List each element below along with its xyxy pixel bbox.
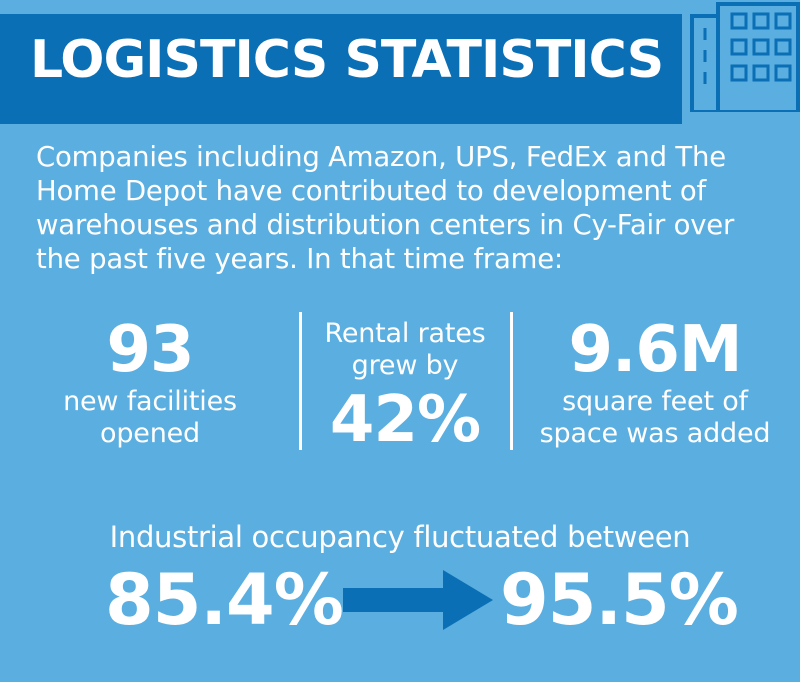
rental-value: 42% [329, 383, 481, 457]
facilities-value: 93 [106, 313, 194, 387]
stat-facilities: 93 new facilities opened [40, 318, 260, 450]
facilities-line1: new facilities [63, 386, 237, 417]
occupancy-from: 85.4% [105, 559, 344, 641]
space-line2: space was added [539, 418, 771, 449]
title-banner [0, 14, 682, 124]
stat-rental: Rental rates grew by 42% [305, 318, 505, 452]
arrow-right-icon [343, 570, 493, 630]
space-value: 9.6M [568, 313, 742, 387]
facilities-line2: opened [100, 418, 200, 449]
intro-text: Companies including Amazon, UPS, FedEx a… [36, 141, 735, 275]
rental-line2: grew by [351, 350, 459, 381]
occupancy-label: Industrial occupancy fluctuated between [109, 520, 691, 554]
building-icon [688, 0, 800, 112]
stat-space: 9.6M square feet of space was added [520, 318, 790, 450]
divider-left [299, 312, 302, 450]
space-line1: square feet of [562, 386, 748, 417]
occupancy-to: 95.5% [500, 559, 739, 641]
page-title: LOGISTICS STATISTICS [30, 30, 664, 90]
rental-line1: Rental rates [324, 318, 486, 349]
divider-right [510, 312, 513, 450]
